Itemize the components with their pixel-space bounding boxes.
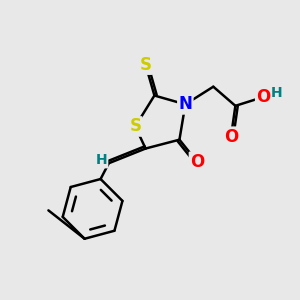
Text: H: H [271,86,282,100]
Text: N: N [178,95,192,113]
Text: S: S [140,56,152,74]
Text: O: O [190,153,204,171]
Text: O: O [256,88,271,106]
Text: H: H [96,153,107,167]
Text: O: O [224,128,238,146]
Text: S: S [129,117,141,135]
